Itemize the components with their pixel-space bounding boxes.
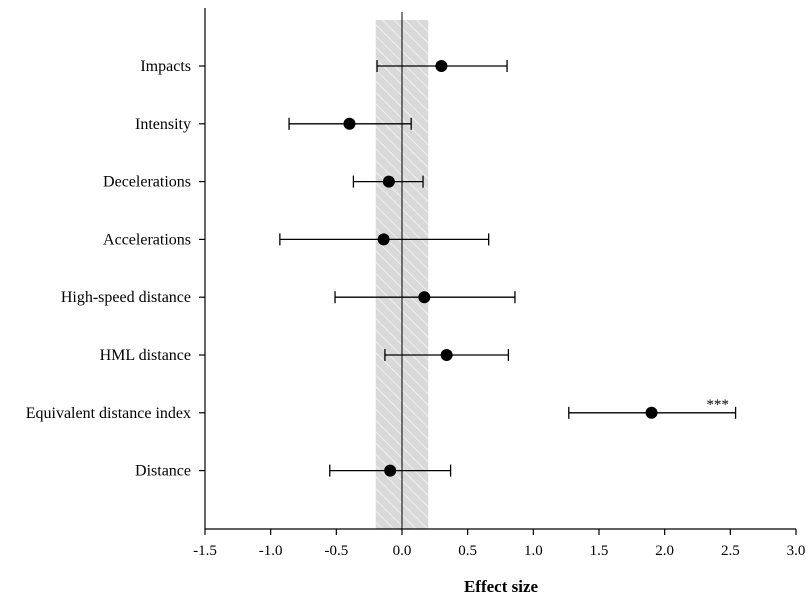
effect-point — [343, 117, 356, 130]
x-axis-label: Effect size — [464, 577, 539, 596]
effect-point — [377, 233, 390, 246]
row-label: Decelerations — [103, 174, 191, 191]
x-tick-label: -0.5 — [324, 543, 348, 559]
effect-point — [384, 464, 397, 477]
x-tick-label: -1.0 — [259, 543, 283, 559]
x-tick-label: 3.0 — [787, 543, 806, 559]
x-tick-label: 0.0 — [393, 543, 412, 559]
effect-point — [435, 60, 448, 72]
row-label: High-speed distance — [61, 289, 191, 306]
effect-point — [418, 291, 431, 304]
row-label: HML distance — [100, 347, 191, 364]
x-ticks: -1.5 -1.0 -0.5 0.0 0.5 1.0 1.5 2.0 2.5 3.0 — [193, 529, 805, 559]
effect-point — [645, 406, 658, 419]
row-label: Equivalent distance index — [26, 405, 191, 422]
row-label: Accelerations — [103, 231, 191, 248]
x-tick-label: -1.5 — [193, 543, 217, 559]
row-label: Distance — [135, 463, 191, 480]
x-tick-label: 2.0 — [655, 543, 674, 559]
x-tick-label: 1.5 — [590, 543, 609, 559]
x-tick-label: 2.5 — [721, 543, 740, 559]
x-tick-label: 1.0 — [524, 543, 543, 559]
row-label: Impacts — [140, 58, 191, 75]
effect-point — [440, 349, 453, 361]
significance-annotation: *** — [706, 397, 729, 413]
row-label: Intensity — [135, 116, 191, 133]
effect-point — [382, 175, 395, 188]
effect-rows: Impacts Intensity Decelerations Acceleratio… — [26, 58, 737, 480]
x-tick-label: 0.5 — [458, 543, 477, 559]
